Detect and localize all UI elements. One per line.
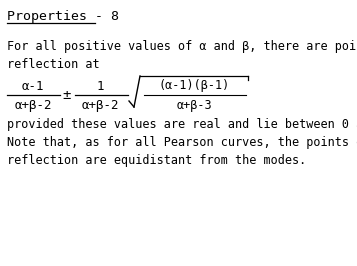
Text: ±: ± [63, 88, 71, 102]
Text: α-1: α-1 [22, 80, 44, 93]
Text: (α-1)(β-1): (α-1)(β-1) [159, 80, 230, 93]
Text: 1: 1 [96, 80, 104, 93]
Text: α+β-2: α+β-2 [81, 98, 119, 111]
Text: Note that, as for all Pearson curves, the points of: Note that, as for all Pearson curves, th… [7, 136, 357, 149]
Text: α+β-3: α+β-3 [176, 98, 212, 111]
Text: For all positive values of α and β, there are points of: For all positive values of α and β, ther… [7, 40, 357, 53]
Text: reflection are equidistant from the modes.: reflection are equidistant from the mode… [7, 154, 306, 167]
Text: Properties - 8: Properties - 8 [7, 10, 119, 23]
Text: α+β-2: α+β-2 [14, 98, 52, 111]
Text: reflection at: reflection at [7, 58, 100, 71]
Text: provided these values are real and lie between 0 and 1.: provided these values are real and lie b… [7, 118, 357, 131]
